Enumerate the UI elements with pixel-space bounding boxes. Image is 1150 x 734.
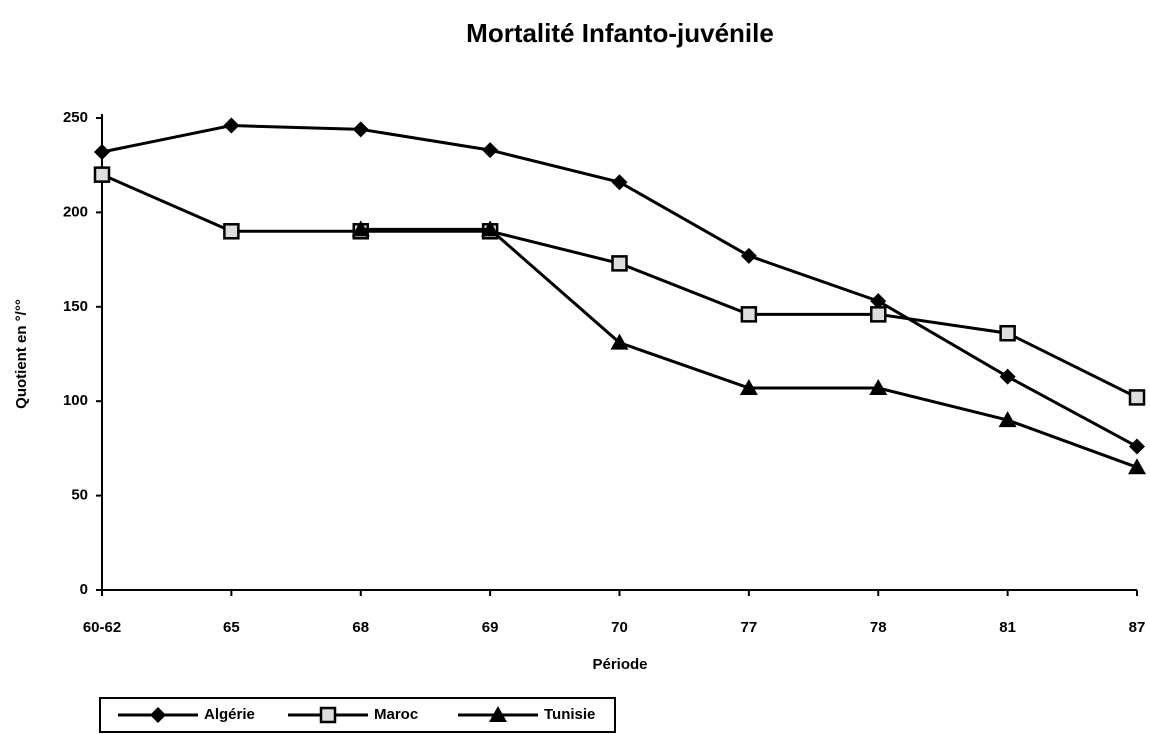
- series-line: [101, 173, 1138, 399]
- x-tick-label: 87: [1129, 619, 1146, 636]
- point-marker: [94, 143, 110, 160]
- y-tick-label: 50: [71, 487, 88, 504]
- series-line: [101, 124, 1138, 448]
- x-tick-label: 70: [611, 619, 628, 636]
- point-marker: [611, 255, 628, 272]
- point-marker: [481, 220, 500, 237]
- point-marker: [999, 324, 1016, 342]
- x-axis-label: Période: [592, 656, 647, 673]
- point-marker: [223, 223, 240, 240]
- point-marker: [869, 378, 888, 395]
- legend-marker: [150, 707, 166, 723]
- legend-label: Algérie: [204, 706, 255, 723]
- x-tick-label: 81: [999, 619, 1016, 636]
- y-tick-label: 250: [63, 109, 88, 126]
- point-marker: [1129, 438, 1145, 455]
- legend-label: Tunisie: [544, 706, 595, 723]
- point-marker: [1128, 389, 1146, 406]
- x-tick-label: 78: [870, 619, 887, 636]
- y-tick-label: 200: [63, 203, 88, 220]
- y-axis-label: Quotient en °/°°: [13, 299, 30, 409]
- point-marker: [1128, 458, 1146, 475]
- point-marker: [998, 411, 1017, 428]
- x-tick-label: 77: [741, 619, 758, 636]
- chart-title: Mortalité Infanto-juvénile: [466, 18, 774, 48]
- x-tick-label: 68: [352, 619, 369, 636]
- point-marker: [93, 166, 111, 183]
- x-tick-label: 69: [482, 619, 499, 636]
- point-marker: [482, 142, 499, 159]
- x-tick-label: 65: [223, 619, 240, 636]
- point-marker: [611, 174, 628, 191]
- point-marker: [351, 220, 370, 237]
- point-marker: [739, 378, 758, 395]
- point-marker: [740, 306, 758, 323]
- series-line: [360, 227, 1138, 469]
- legend-marker: [319, 706, 337, 724]
- y-tick-label: 0: [80, 581, 88, 598]
- point-marker: [610, 333, 629, 350]
- legend-box: [99, 697, 616, 733]
- point-marker: [352, 121, 369, 138]
- point-marker: [740, 247, 757, 264]
- y-tick-label: 150: [63, 298, 88, 315]
- point-marker: [999, 368, 1016, 385]
- point-marker: [870, 293, 887, 310]
- point-marker: [870, 306, 887, 323]
- legend-label: Maroc: [374, 706, 418, 723]
- x-tick-label: 60-62: [83, 619, 121, 636]
- y-tick-label: 100: [63, 392, 88, 409]
- point-marker: [223, 117, 240, 134]
- legend-marker: [489, 706, 507, 722]
